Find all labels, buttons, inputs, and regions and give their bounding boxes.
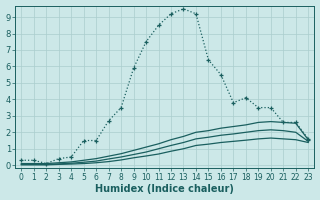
X-axis label: Humidex (Indice chaleur): Humidex (Indice chaleur) — [95, 184, 234, 194]
